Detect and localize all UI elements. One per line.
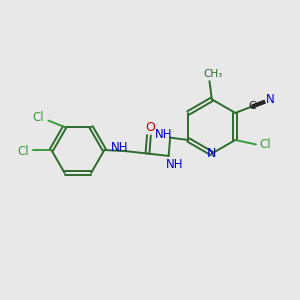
Text: NH: NH <box>110 141 128 154</box>
Text: Cl: Cl <box>32 111 44 124</box>
Text: Cl: Cl <box>17 145 28 158</box>
Text: N: N <box>266 93 274 106</box>
Text: NH: NH <box>155 128 172 141</box>
Text: C: C <box>248 101 256 111</box>
Text: Cl: Cl <box>260 138 271 151</box>
Text: NH: NH <box>167 158 184 171</box>
Text: O: O <box>146 122 155 134</box>
Text: CH₃: CH₃ <box>204 69 223 79</box>
Text: N: N <box>207 147 217 160</box>
